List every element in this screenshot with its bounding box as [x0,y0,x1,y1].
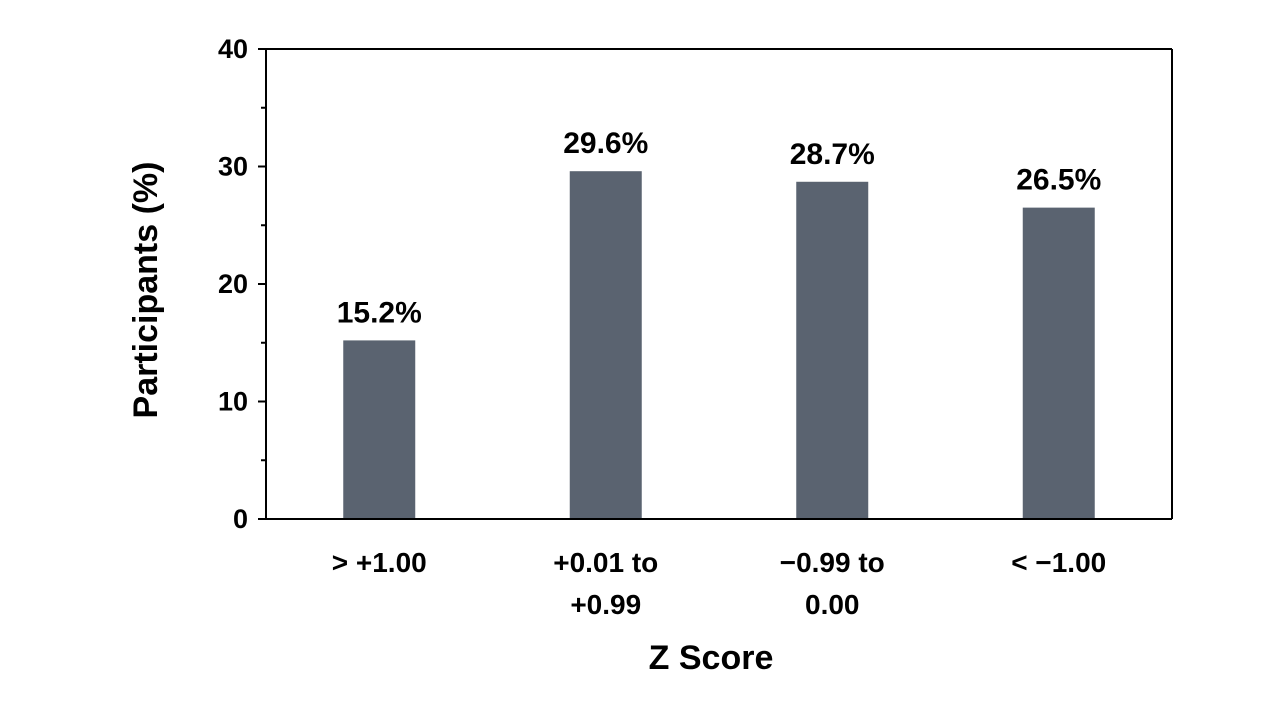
data-label: 29.6% [563,127,648,160]
x-tick-label: +0.01 to +0.99 [553,547,658,620]
axes-layer [258,48,1173,520]
y-tick-label: 20 [218,269,248,299]
labels-layer: 15.2% 29.6% 28.7% 26.5% 0 10 20 30 40 > +1.00 +0.0… [218,34,1106,620]
x-tick-label: < −1.00 [1011,547,1106,578]
bars-layer [343,171,1095,519]
data-label: 28.7% [790,138,875,171]
bar [796,181,869,519]
y-tick-label: 30 [218,152,248,182]
x-tick-label: > +1.00 [332,547,427,578]
y-tick-label: 10 [218,387,248,417]
y-tick-label: 0 [233,504,248,534]
bar [569,171,642,519]
data-label: 15.2% [337,296,422,329]
bar [343,340,416,519]
y-axis-title: Participants (%) [127,162,165,419]
y-tick-label: 40 [218,34,248,64]
x-tick-label: −0.99 to 0.00 [780,547,885,620]
bar [1022,207,1095,519]
data-label: 26.5% [1016,164,1101,197]
x-axis-title: Z Score [649,639,774,677]
